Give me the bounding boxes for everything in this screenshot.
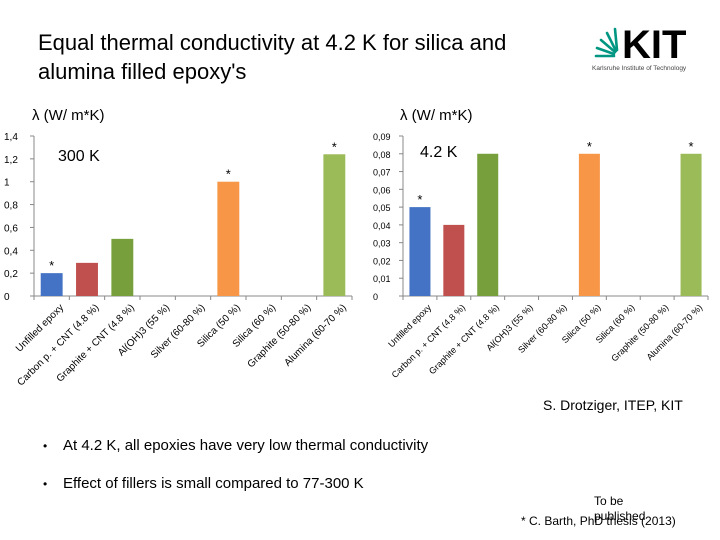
bullet-text: Effect of fillers is small compared to 7… — [63, 475, 364, 492]
y-tick-label: 0,4 — [4, 246, 18, 257]
bar — [680, 153, 702, 296]
y-tick-label: 0,06 — [373, 185, 391, 195]
logo-subtitle: Karlsruhe Institute of Technology — [592, 65, 687, 72]
bar — [217, 181, 240, 296]
y-tick-label: 0,01 — [373, 274, 391, 284]
y-tick-label: 0 — [373, 292, 378, 302]
star-marker: * — [332, 139, 337, 154]
slide-title: Equal thermal conductivity at 4.2 K for … — [38, 30, 507, 84]
bar — [323, 154, 346, 296]
y-tick-label: 0,04 — [373, 221, 391, 231]
category-label: Graphite (50-80 %) — [609, 302, 670, 363]
citation-footnote: * C. Barth, PhD thesis (2013) — [521, 514, 676, 528]
kit-logo: KIT Karlsruhe Institute of Technology — [588, 10, 706, 74]
bar — [409, 207, 431, 296]
y-tick-label: 0,02 — [373, 256, 391, 266]
y-tick-label: 0,6 — [4, 223, 18, 234]
y-tick-label: 0,03 — [373, 239, 391, 249]
bar — [443, 224, 465, 296]
bullet-text: At 4.2 K, all epoxies have very low ther… — [63, 437, 429, 454]
temperature-annotation: 4.2 K — [420, 144, 458, 161]
left-y-axis-label: λ (W/ m*K) — [32, 107, 105, 124]
y-tick-label: 0,2 — [4, 269, 18, 280]
right-y-axis-label: λ (W/ m*K) — [400, 107, 473, 124]
y-tick-label: 0,08 — [373, 150, 391, 160]
bullet-item: • Effect of fillers is small compared to … — [43, 475, 364, 492]
to-be-published-note: To be published — [594, 494, 646, 523]
credit-text: S. Drotziger, ITEP, KIT — [543, 397, 683, 413]
star-marker: * — [689, 139, 694, 154]
y-tick-label: 0,8 — [4, 201, 18, 212]
svg-text:KIT: KIT — [622, 23, 686, 67]
bar — [578, 153, 600, 296]
bar — [40, 273, 63, 296]
y-tick-label: 1 — [4, 178, 10, 189]
y-tick-label: 0 — [4, 292, 10, 303]
star-marker: * — [49, 258, 54, 273]
y-tick-label: 1,4 — [4, 132, 18, 143]
star-marker: * — [417, 192, 422, 207]
bar — [76, 262, 98, 296]
star-marker: * — [226, 167, 231, 182]
bar — [111, 238, 134, 296]
temperature-annotation: 300 K — [58, 148, 100, 165]
y-tick-label: 0,05 — [373, 203, 391, 213]
bullet-item: • At 4.2 K, all epoxies have very low the… — [43, 437, 429, 454]
star-marker: * — [587, 139, 592, 154]
y-tick-label: 0,09 — [373, 132, 391, 142]
y-tick-label: 1,2 — [4, 155, 18, 166]
bar — [477, 153, 499, 296]
y-tick-label: 0,07 — [373, 168, 391, 178]
